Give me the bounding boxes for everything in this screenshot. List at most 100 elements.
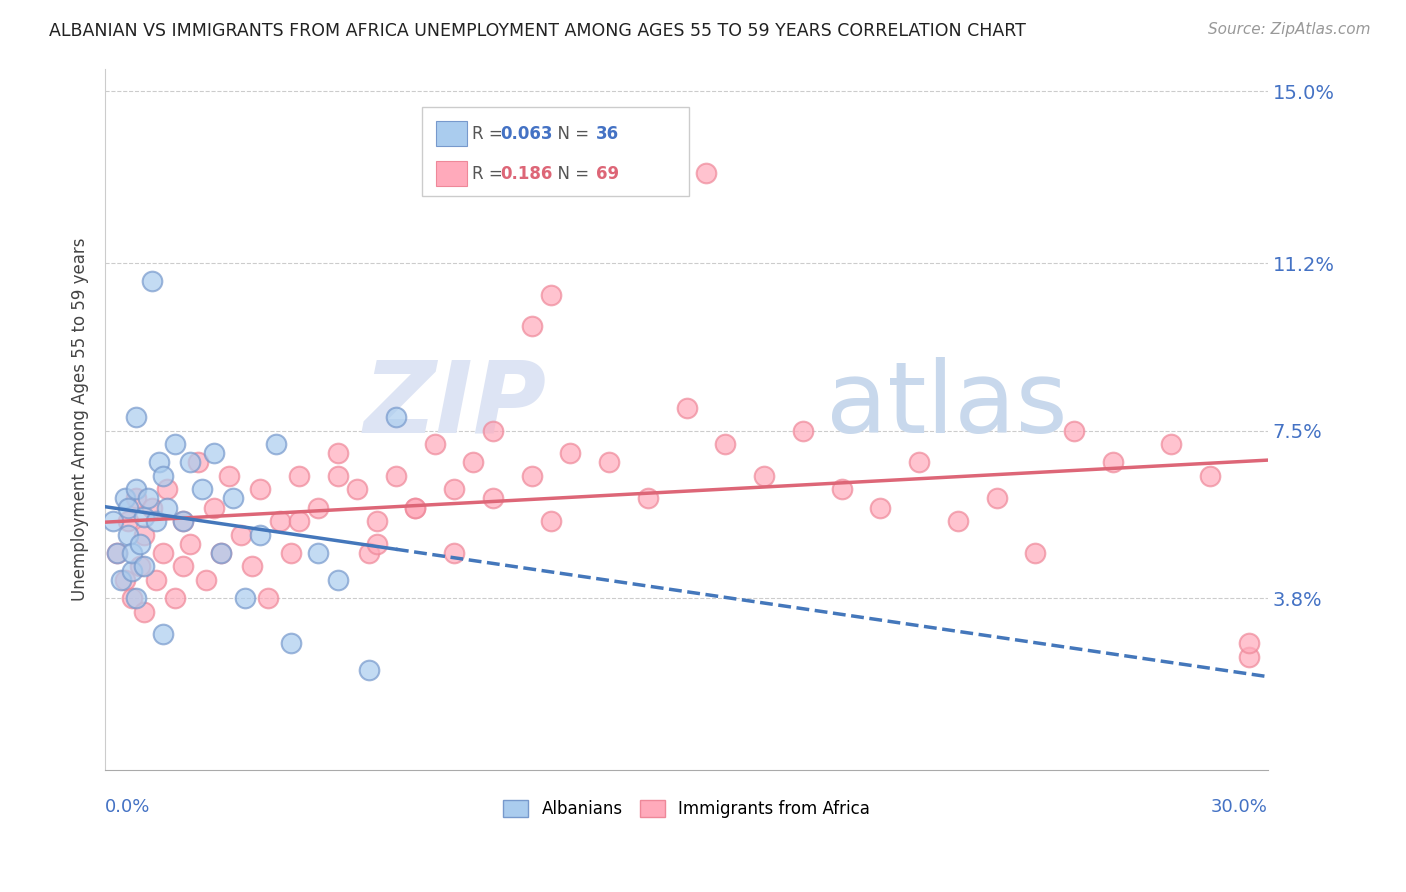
Text: ZIP: ZIP [364, 357, 547, 454]
Point [163, 591, 186, 605]
Point [307, 500, 329, 515]
Point [1102, 455, 1125, 469]
Point [187, 455, 209, 469]
Point [152, 468, 174, 483]
Point [908, 455, 931, 469]
Point [695, 166, 717, 180]
Point [598, 455, 620, 469]
Point [202, 446, 225, 460]
Point [121, 591, 143, 605]
Point [463, 455, 485, 469]
Point [156, 483, 179, 497]
Point [172, 514, 194, 528]
Point [132, 605, 155, 619]
Point [1198, 468, 1220, 483]
Point [218, 468, 240, 483]
Point [288, 468, 311, 483]
Point [211, 546, 233, 560]
Point [280, 636, 302, 650]
Point [520, 468, 543, 483]
Point [366, 514, 388, 528]
Point [520, 319, 543, 334]
Point [141, 500, 163, 515]
Point [1160, 437, 1182, 451]
Point [105, 546, 128, 560]
Text: atlas: atlas [827, 357, 1067, 454]
Point [114, 573, 136, 587]
Point [481, 491, 503, 506]
Point [986, 491, 1008, 506]
Point [129, 537, 152, 551]
Point [326, 468, 349, 483]
Point [152, 627, 174, 641]
Point [125, 483, 148, 497]
Point [242, 559, 264, 574]
Point [132, 559, 155, 574]
Point [385, 468, 408, 483]
Point [326, 573, 349, 587]
Point [145, 573, 167, 587]
Point [179, 537, 201, 551]
Text: N =: N = [547, 125, 595, 143]
Point [117, 527, 139, 541]
Point [148, 455, 170, 469]
Point [114, 491, 136, 506]
Text: 36: 36 [596, 125, 619, 143]
Point [136, 491, 159, 506]
Point [280, 546, 302, 560]
Point [357, 664, 380, 678]
Point [560, 446, 582, 460]
Point [222, 491, 245, 506]
Point [307, 546, 329, 560]
Point [269, 514, 291, 528]
Point [249, 527, 271, 541]
Point [752, 468, 775, 483]
Point [792, 424, 814, 438]
Text: N =: N = [547, 165, 595, 183]
Text: 0.063: 0.063 [501, 125, 553, 143]
Point [125, 491, 148, 506]
Point [110, 573, 132, 587]
Point [1237, 636, 1260, 650]
Text: 0.186: 0.186 [501, 165, 553, 183]
Point [346, 483, 368, 497]
Point [117, 514, 139, 528]
Point [946, 514, 969, 528]
Point [357, 546, 380, 560]
Point [129, 559, 152, 574]
Point [141, 274, 163, 288]
Point [145, 514, 167, 528]
Point [132, 527, 155, 541]
Text: 0.0%: 0.0% [105, 798, 150, 816]
Point [152, 546, 174, 560]
Point [172, 559, 194, 574]
Point [211, 546, 233, 560]
Text: R =: R = [472, 125, 509, 143]
Point [385, 409, 408, 424]
Point [540, 514, 562, 528]
Point [637, 491, 659, 506]
Y-axis label: Unemployment Among Ages 55 to 59 years: Unemployment Among Ages 55 to 59 years [72, 237, 89, 601]
Text: 69: 69 [596, 165, 619, 183]
Point [172, 514, 194, 528]
Point [125, 591, 148, 605]
Point [105, 546, 128, 560]
Point [326, 446, 349, 460]
Point [257, 591, 280, 605]
Text: R =: R = [472, 165, 509, 183]
Point [233, 591, 256, 605]
Point [831, 483, 853, 497]
Point [404, 500, 426, 515]
Point [443, 483, 465, 497]
Point [101, 514, 124, 528]
Point [366, 537, 388, 551]
Legend: Albanians, Immigrants from Africa: Albanians, Immigrants from Africa [496, 793, 876, 825]
Point [179, 455, 201, 469]
Point [1024, 546, 1046, 560]
Point [156, 500, 179, 515]
Point [191, 483, 214, 497]
Point [132, 509, 155, 524]
Point [404, 500, 426, 515]
Point [714, 437, 737, 451]
Point [117, 500, 139, 515]
